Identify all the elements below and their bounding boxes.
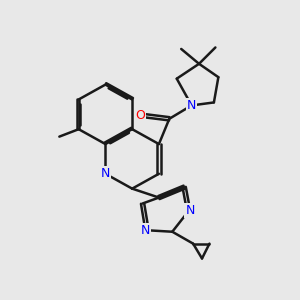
Text: N: N — [101, 167, 110, 180]
Text: N: N — [141, 224, 150, 237]
Text: O: O — [135, 109, 145, 122]
Text: N: N — [185, 204, 195, 218]
Text: N: N — [187, 99, 196, 112]
